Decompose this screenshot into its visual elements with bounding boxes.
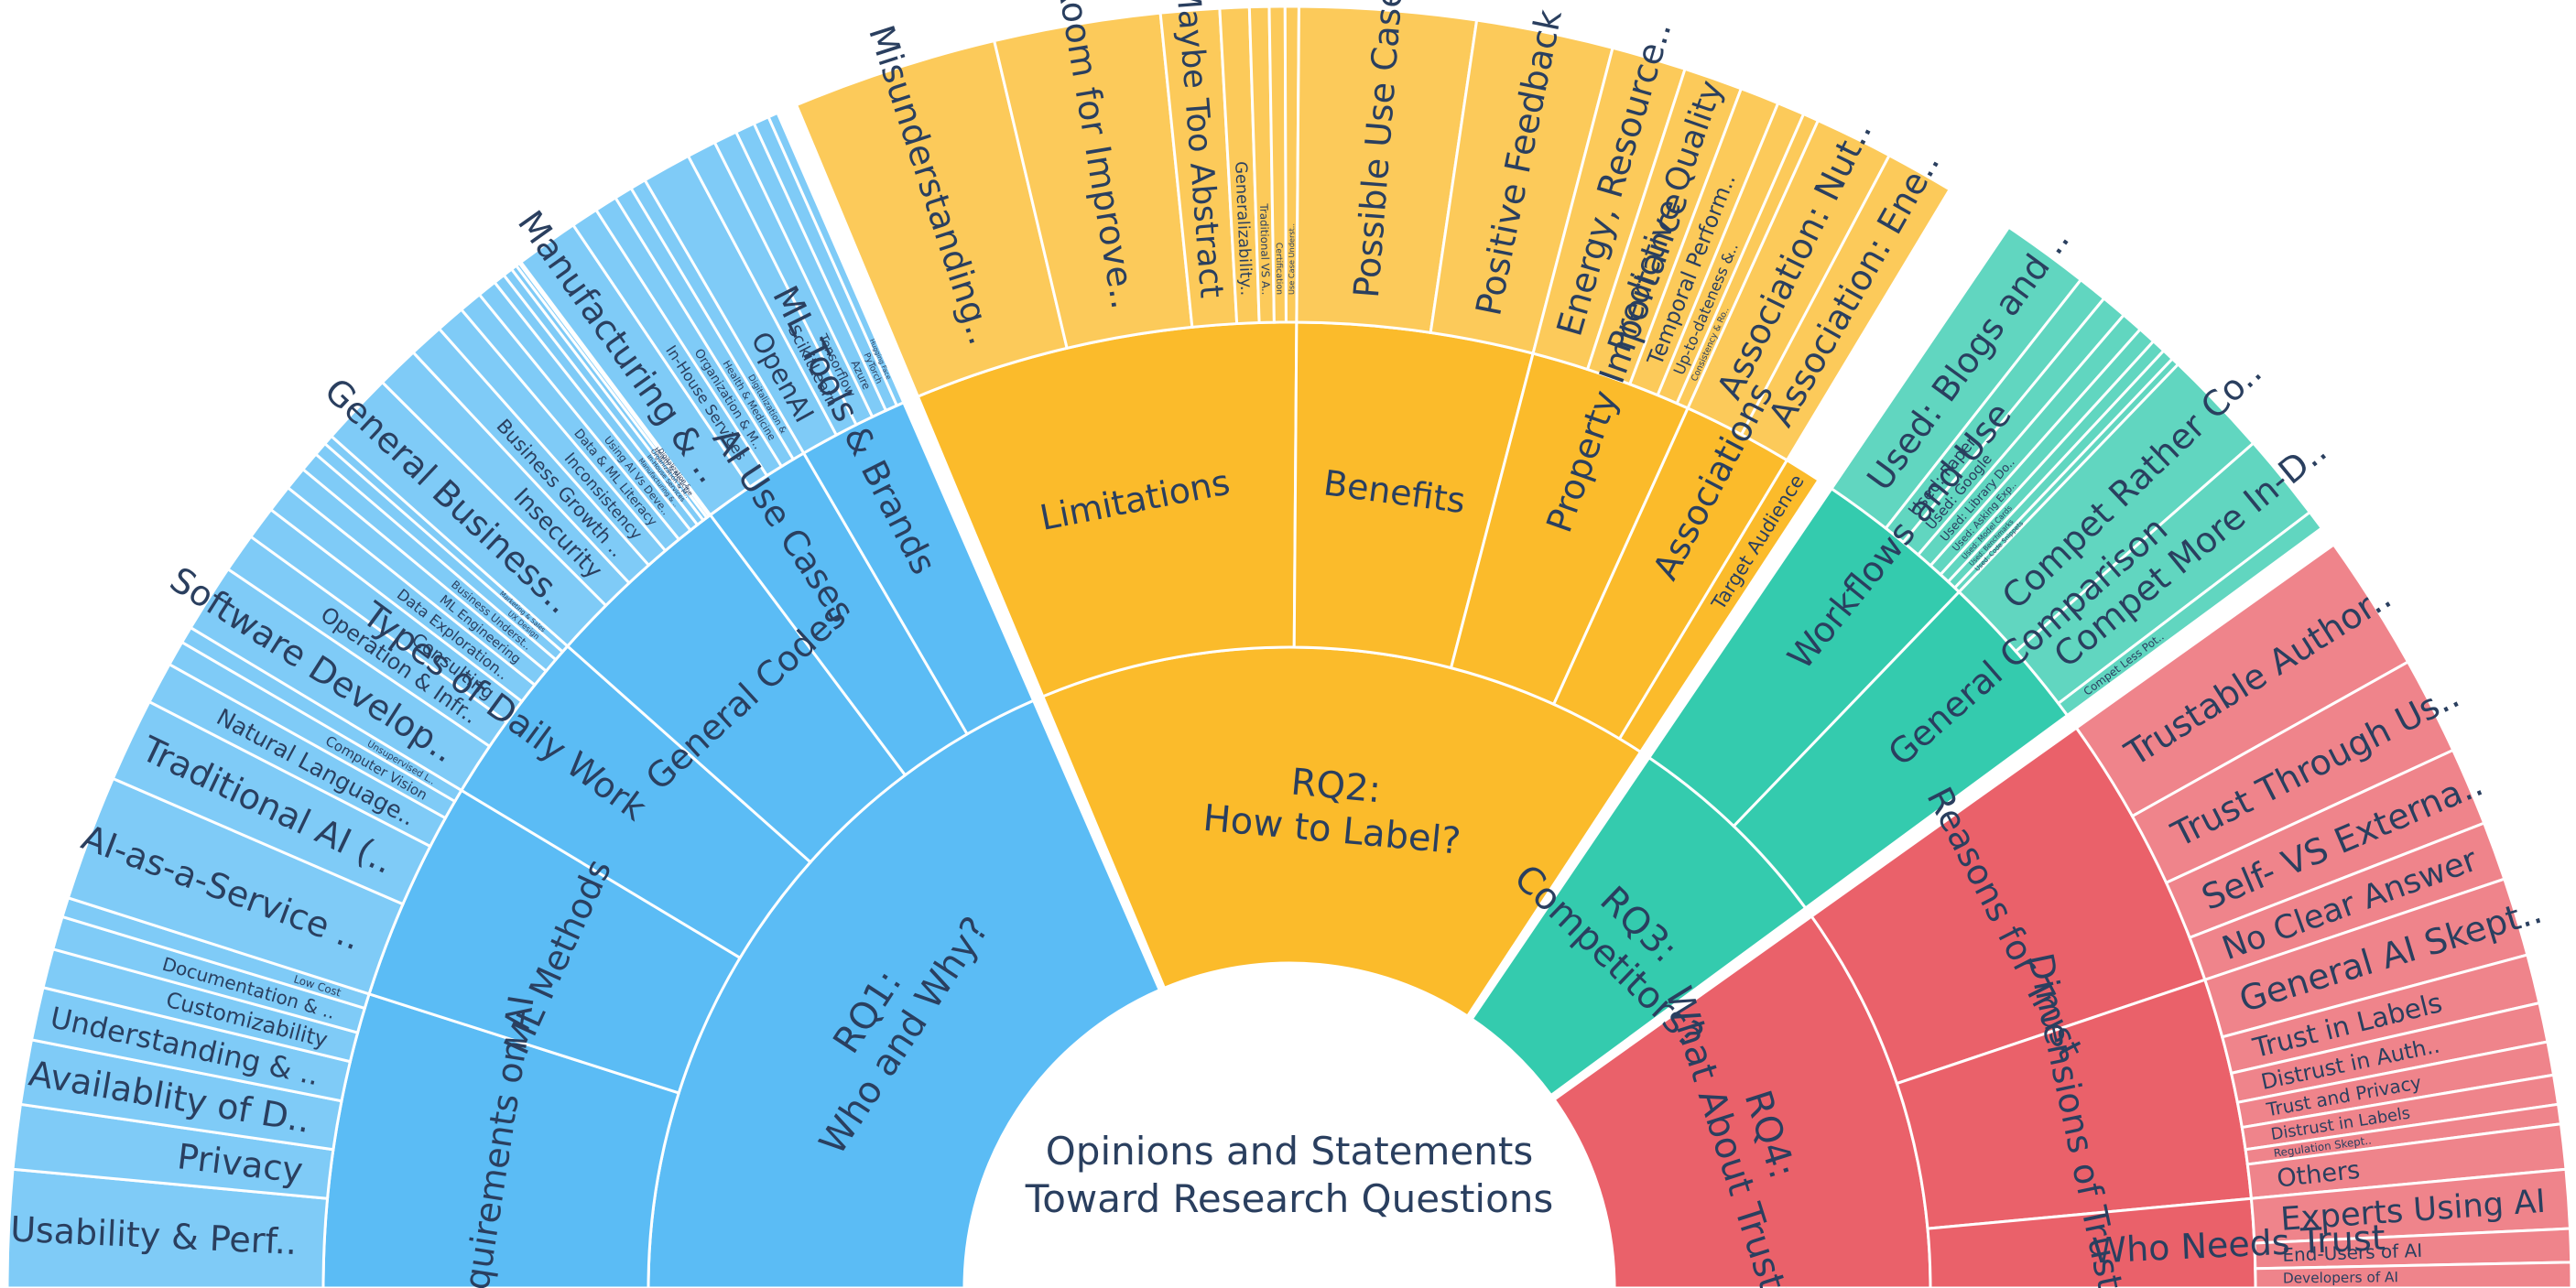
title-line-2: Toward Research Questions xyxy=(1025,1176,1554,1221)
segment-label: Certification xyxy=(1274,243,1285,295)
title-line-1: Opinions and Statements xyxy=(1046,1129,1534,1174)
segment-label: Developers of AI xyxy=(2283,1269,2398,1286)
segment-label: Use Case Underst.. xyxy=(1287,223,1296,295)
segment-compet-less-pot[interactable] xyxy=(2056,510,2324,718)
segment-label: End-Users of AI xyxy=(2282,1239,2423,1266)
segment-developers-of-ai[interactable] xyxy=(2254,1261,2573,1288)
segment-target-audience[interactable] xyxy=(1617,458,1821,754)
segment-label: Traditional VS A.. xyxy=(1257,202,1272,295)
segment-hugging-face[interactable] xyxy=(766,111,906,407)
segments-layer xyxy=(5,5,2573,1288)
chart-title: Opinions and Statements Toward Research … xyxy=(1025,1129,1554,1221)
